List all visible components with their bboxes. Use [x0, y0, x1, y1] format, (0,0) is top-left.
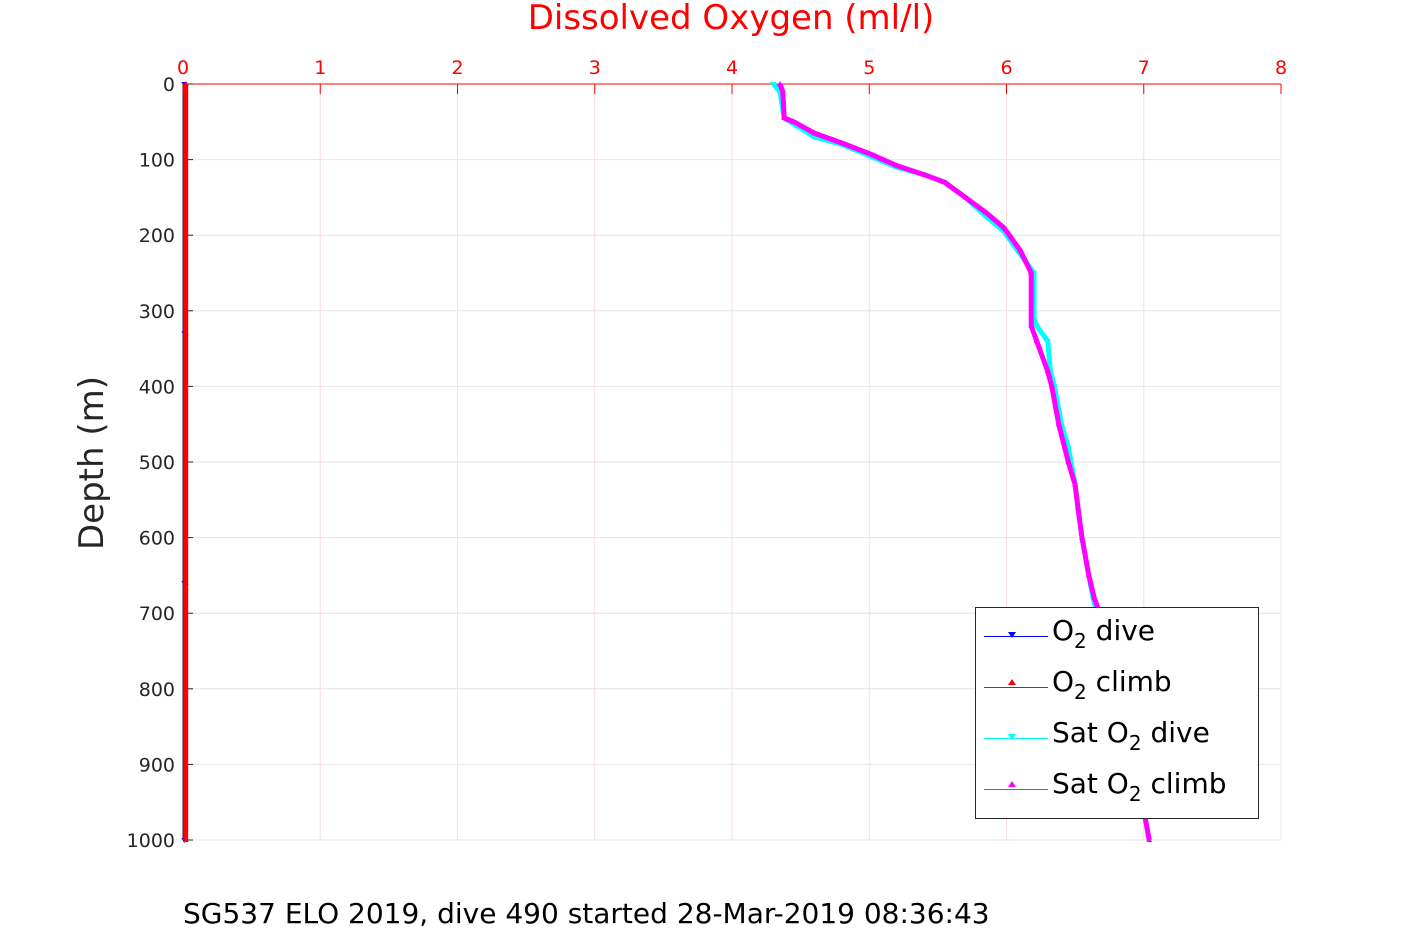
x-tick-label: 4 [726, 57, 738, 79]
y-tick-label: 0 [163, 74, 175, 96]
data-point-sat-o2-climb [1017, 247, 1024, 253]
data-point-sat-o2-climb [1146, 837, 1153, 842]
data-point-sat-o2-climb [941, 179, 948, 185]
data-point-sat-o2-climb [1055, 421, 1062, 427]
y-tick-label: 200 [139, 225, 175, 247]
down-triangle-marker-icon [1008, 632, 1016, 638]
data-point-sat-o2-climb [838, 139, 845, 145]
data-point-sat-o2-climb [1028, 322, 1035, 328]
x-tick-label: 7 [1138, 57, 1150, 79]
y-tick-label: 400 [139, 376, 175, 398]
data-point-sat-o2-climb [1048, 383, 1055, 389]
data-point-sat-o2-climb [1033, 338, 1040, 344]
data-point-sat-o2-climb [779, 88, 786, 94]
data-point-sat-o2-climb [1065, 459, 1072, 464]
data-point-sat-o2-climb [982, 209, 989, 215]
legend: O2 dive O2 climb Sat O2 dive Sat O2 clim… [975, 607, 1259, 819]
x-tick-label: 6 [1000, 57, 1012, 79]
legend-label: Sat O2 climb [1052, 767, 1227, 806]
data-point-sat-o2-climb [893, 162, 900, 168]
data-point-sat-o2-climb [1074, 504, 1081, 510]
dive-caption: SG537 ELO 2019, dive 490 started 28-Mar-… [183, 897, 990, 930]
data-point-sat-o2-climb [811, 130, 818, 136]
data-point-sat-o2-climb [777, 81, 784, 86]
legend-line [984, 789, 1048, 790]
data-point-sat-o2-climb [790, 118, 797, 124]
x-tick-label: 0 [177, 57, 189, 79]
x-tick-label: 5 [863, 57, 875, 79]
y-tick-label: 300 [139, 301, 175, 323]
legend-line [984, 738, 1048, 739]
data-point-sat-o2-climb [781, 115, 788, 121]
y-tick-label: 900 [139, 754, 175, 776]
data-point-sat-o2-climb [1072, 481, 1079, 487]
data-point-sat-o2-climb [866, 150, 873, 156]
legend-item-o2-climb: O2 climb [976, 659, 1258, 709]
y-tick-label: 500 [139, 452, 175, 474]
x-tick-label: 1 [314, 57, 326, 79]
data-point-o2-climb [182, 837, 189, 842]
x-tick-label: 2 [451, 57, 463, 79]
data-point-o2-climb [182, 579, 189, 585]
y-axis-label: Depth (m) [72, 375, 112, 551]
legend-line [984, 636, 1048, 637]
data-point-sat-o2-climb [1085, 572, 1092, 578]
data-point-sat-o2-climb [1091, 595, 1098, 601]
legend-item-sat-o2-climb: Sat O2 climb [976, 761, 1258, 811]
data-point-o2-climb [182, 81, 189, 86]
legend-label: O2 dive [1052, 614, 1156, 653]
data-point-o2-climb [182, 330, 189, 336]
data-point-sat-o2-dive [1044, 339, 1051, 345]
up-triangle-marker-icon [1008, 781, 1016, 787]
y-tick-label: 700 [139, 603, 175, 625]
legend-line [984, 687, 1048, 688]
x-tick-label: 3 [589, 57, 601, 79]
legend-item-sat-o2-dive: Sat O2 dive [976, 710, 1258, 760]
legend-label: Sat O2 dive [1052, 716, 1210, 755]
x-tick-label: 8 [1275, 57, 1287, 79]
legend-label: O2 climb [1052, 665, 1172, 704]
y-tick-label: 1000 [127, 830, 175, 852]
y-tick-label: 100 [139, 150, 175, 172]
y-tick-label: 800 [139, 679, 175, 701]
data-point-sat-o2-climb [1000, 224, 1007, 230]
y-tick-label: 600 [139, 528, 175, 550]
data-point-sat-o2-climb [1078, 534, 1085, 540]
legend-item-o2-dive: O2 dive [976, 608, 1258, 658]
data-point-sat-o2-climb [962, 194, 969, 200]
up-triangle-marker-icon [1008, 679, 1016, 685]
down-triangle-marker-icon [1008, 734, 1016, 740]
data-point-sat-o2-climb [1028, 270, 1035, 275]
data-point-sat-o2-climb [1044, 368, 1051, 374]
chart-title: Dissolved Oxygen (ml/l) [527, 0, 935, 38]
data-point-sat-o2-dive [770, 82, 777, 87]
data-point-sat-o2-climb [921, 171, 928, 177]
data-point-sat-o2-dive [1033, 323, 1040, 329]
